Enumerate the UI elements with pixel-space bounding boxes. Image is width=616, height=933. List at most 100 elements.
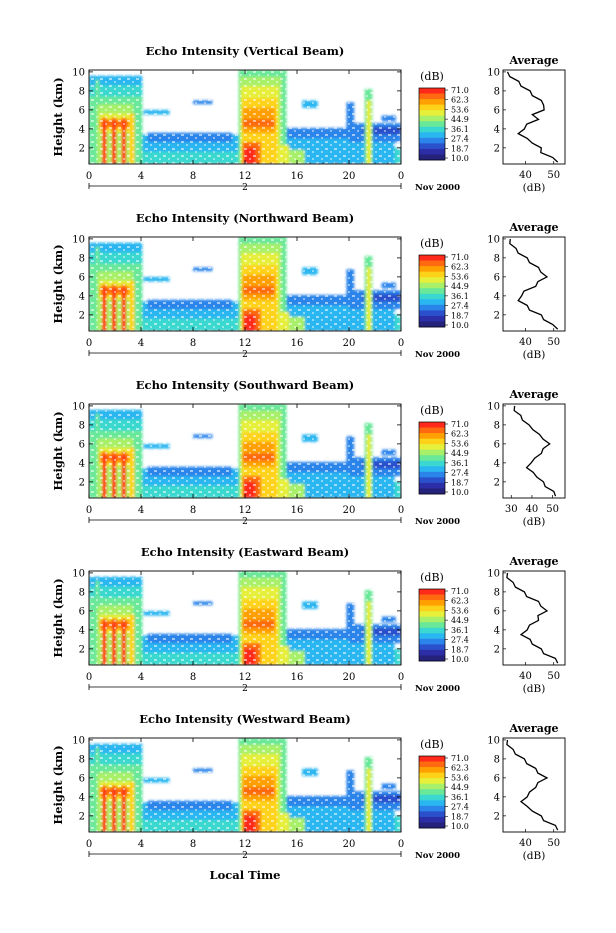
chart-panel: Echo Intensity (Westward Beam) 0 4 8 12 16 20 0… (51, 712, 566, 862)
x-tick-label: 16 (291, 672, 304, 683)
average-title: Average (508, 388, 558, 401)
colorbar-tick-label: 27.4 (451, 469, 469, 478)
colorbar-swatch (419, 321, 445, 328)
x-tick-label: 0 (398, 171, 404, 182)
y-axis-label: Height (km) (51, 77, 65, 156)
average-x-label: (dB) (523, 850, 546, 862)
day-label: 2 (242, 183, 248, 193)
chart-title: Echo Intensity (Northward Beam) (136, 211, 354, 225)
x-tick-label: 0 (86, 839, 92, 850)
colorbar-swatch (419, 622, 445, 629)
average-y-tick-label: 8 (494, 587, 500, 598)
y-tick-label: 6 (79, 272, 85, 283)
date-label: Nov 2000 (415, 851, 460, 861)
y-tick-label: 8 (79, 754, 85, 765)
day-label: 2 (242, 851, 248, 861)
x-tick-label: 0 (86, 338, 92, 349)
average-y-tick-label: 10 (487, 401, 500, 412)
chart-panel: Echo Intensity (Vertical Beam) 0 4 8 12 16 20 0… (51, 44, 566, 194)
average-x-label: (dB) (523, 516, 546, 528)
y-tick-label: 8 (79, 420, 85, 431)
x-tick-label: 8 (190, 171, 196, 182)
colorbar-tick-label: 71.0 (451, 587, 469, 596)
x-tick-label: 20 (343, 171, 356, 182)
colorbar-tick-label: 71.0 (451, 754, 469, 763)
heatmap-field (89, 571, 401, 665)
colorbar-tick-label: 71.0 (451, 86, 469, 95)
average-y-tick-label: 8 (494, 86, 500, 97)
date-label: Nov 2000 (415, 517, 460, 527)
heatmap-field (89, 404, 401, 498)
colorbar-tick-label: 36.1 (451, 626, 469, 635)
colorbar-swatch (419, 644, 445, 651)
colorbar-frame (418, 588, 446, 662)
y-tick-label: 10 (72, 735, 85, 746)
average-title: Average (508, 54, 558, 67)
colorbar-swatch (419, 137, 445, 144)
chart-title: Echo Intensity (Westward Beam) (139, 712, 350, 726)
average-y-tick-label: 8 (494, 253, 500, 264)
average-y-tick-label: 2 (494, 644, 500, 655)
colorbar-swatch (419, 638, 445, 645)
y-tick-label: 4 (79, 458, 85, 469)
colorbar-frame (418, 421, 446, 495)
average-frame (502, 570, 566, 666)
colorbar-swatch (419, 605, 445, 612)
colorbar-swatch (419, 271, 445, 278)
average-x-tick-label: 50 (547, 671, 560, 682)
x-tick-label: 16 (291, 171, 304, 182)
y-tick-label: 10 (72, 67, 85, 78)
x-tick-label: 0 (398, 338, 404, 349)
average-x-tick-label: 30 (505, 504, 518, 515)
average-x-tick-label: 40 (519, 170, 532, 181)
colorbar-unit: (dB) (420, 404, 444, 417)
chart-panel: Echo Intensity (Northward Beam)0 4 8 12 16 20… (51, 211, 566, 361)
date-label: Nov 2000 (415, 350, 460, 360)
y-tick-label: 2 (79, 143, 85, 154)
y-axis-label: Height (km) (51, 745, 65, 824)
colorbar-tick-label: 36.1 (451, 459, 469, 468)
colorbar-swatch (419, 816, 445, 823)
y-tick-label: 10 (72, 568, 85, 579)
colorbar-tick-label: 71.0 (451, 420, 469, 429)
heatmap-field (89, 70, 401, 164)
y-tick-label: 2 (79, 644, 85, 655)
colorbar-swatch (419, 132, 445, 139)
colorbar-swatch (419, 255, 445, 261)
colorbar-tick-label: 36.1 (451, 292, 469, 301)
x-tick-label: 0 (86, 171, 92, 182)
colorbar-swatch (419, 315, 445, 322)
colorbar-swatch (419, 477, 445, 484)
average-y-tick-label: 4 (494, 625, 500, 636)
y-tick-label: 4 (79, 792, 85, 803)
colorbar-swatch (419, 778, 445, 785)
colorbar-frame (418, 87, 446, 161)
x-tick-label: 4 (138, 672, 144, 683)
x-tick-label: 20 (343, 505, 356, 516)
colorbar-swatch (419, 277, 445, 284)
x-tick-label: 8 (190, 839, 196, 850)
average-y-tick-label: 8 (494, 754, 500, 765)
day-label: 2 (242, 517, 248, 527)
colorbar-swatch (419, 616, 445, 623)
date-label: Nov 2000 (415, 684, 460, 694)
colorbar-tick-label: 36.1 (451, 125, 469, 134)
y-tick-label: 8 (79, 253, 85, 264)
average-y-tick-label: 4 (494, 124, 500, 135)
average-y-tick-label: 10 (487, 234, 500, 245)
x-tick-label: 0 (86, 505, 92, 516)
colorbar-tick-label: 27.4 (451, 135, 469, 144)
colorbar-tick-label: 53.6 (451, 773, 469, 782)
colorbar-tick-label: 53.6 (451, 439, 469, 448)
x-tick-label: 8 (190, 505, 196, 516)
average-profile-line (509, 238, 559, 330)
y-tick-label: 8 (79, 86, 85, 97)
colorbar-swatch (419, 143, 445, 150)
colorbar-tick-label: 27.4 (451, 636, 469, 645)
colorbar-swatch (419, 293, 445, 300)
colorbar-tick-label: 27.4 (451, 803, 469, 812)
colorbar-swatch (419, 761, 445, 768)
colorbar-swatch (419, 594, 445, 601)
